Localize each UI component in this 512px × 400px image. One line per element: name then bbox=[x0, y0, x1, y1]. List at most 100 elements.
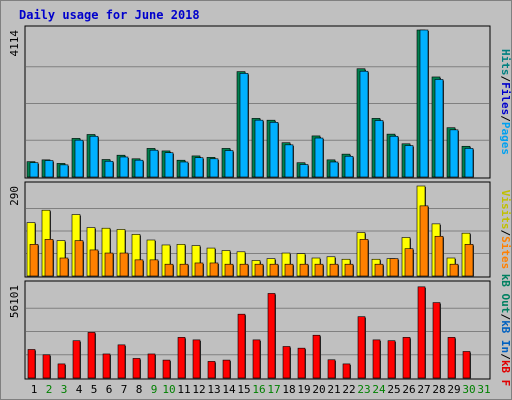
bar-files-19 bbox=[299, 164, 309, 178]
bar-sites-21 bbox=[329, 263, 339, 277]
bar-files-15 bbox=[239, 73, 249, 178]
bar-files-29 bbox=[449, 129, 459, 178]
bar-sites-30 bbox=[464, 244, 474, 277]
bar-sites-24 bbox=[374, 263, 384, 277]
bar-files-2 bbox=[44, 160, 54, 178]
legend-separator: / bbox=[499, 230, 512, 237]
bar-sites-23 bbox=[359, 239, 369, 277]
x-tick-day-29: 29 bbox=[447, 383, 460, 396]
bar-sites-25 bbox=[389, 258, 399, 277]
bar-kb-f-10 bbox=[162, 359, 171, 379]
bar-kb-f-8 bbox=[132, 358, 141, 379]
bar-sites-26 bbox=[404, 248, 414, 277]
bar-files-23 bbox=[359, 70, 369, 178]
bar-sites-18 bbox=[284, 263, 294, 277]
x-tick-day-4: 4 bbox=[76, 383, 83, 396]
bar-kb-f-9 bbox=[147, 353, 156, 379]
bar-kb-f-14 bbox=[222, 359, 231, 379]
x-tick-day-21: 21 bbox=[327, 383, 340, 396]
x-tick-day-22: 22 bbox=[342, 383, 355, 396]
bar-files-4 bbox=[74, 139, 84, 178]
bar-files-9 bbox=[149, 149, 159, 178]
bar-sites-11 bbox=[179, 263, 189, 277]
bar-kb-f-13 bbox=[207, 361, 216, 379]
panel-legend: Hits/Files/Pages bbox=[499, 49, 512, 155]
bar-sites-7 bbox=[119, 252, 129, 277]
x-tick-day-25: 25 bbox=[387, 383, 400, 396]
bar-files-27 bbox=[419, 29, 429, 178]
bar-sites-22 bbox=[344, 263, 354, 277]
legend-hits: Hits bbox=[499, 49, 512, 76]
x-tick-day-9: 9 bbox=[151, 383, 158, 396]
legend-kb-in: kB In bbox=[499, 320, 512, 353]
x-tick-day-19: 19 bbox=[297, 383, 310, 396]
bar-files-28 bbox=[434, 79, 444, 178]
bar-sites-20 bbox=[314, 263, 324, 277]
bar-kb-f-15 bbox=[237, 313, 246, 379]
bar-sites-10 bbox=[164, 263, 174, 277]
bar-files-18 bbox=[284, 144, 294, 178]
bar-files-13 bbox=[209, 158, 219, 178]
bar-files-25 bbox=[389, 135, 399, 178]
legend-separator: / bbox=[499, 353, 512, 360]
bar-files-10 bbox=[164, 152, 174, 178]
x-tick-day-14: 14 bbox=[222, 383, 236, 396]
x-tick-day-7: 7 bbox=[121, 383, 128, 396]
y-max-label: 4114 bbox=[8, 30, 21, 57]
bar-kb-f-28 bbox=[432, 302, 441, 379]
bar-kb-f-24 bbox=[372, 339, 381, 379]
bar-sites-15 bbox=[239, 263, 249, 277]
x-tick-day-12: 12 bbox=[192, 383, 205, 396]
x-tick-day-30: 30 bbox=[462, 383, 475, 396]
legend-separator: / bbox=[499, 76, 512, 83]
bar-files-8 bbox=[134, 159, 144, 178]
bar-sites-17 bbox=[269, 263, 279, 277]
bar-sites-12 bbox=[194, 262, 204, 277]
bar-sites-5 bbox=[89, 249, 99, 277]
x-tick-day-28: 28 bbox=[432, 383, 445, 396]
panel-legend: Visits/Sites bbox=[499, 190, 512, 270]
bar-files-1 bbox=[29, 162, 39, 178]
bar-files-26 bbox=[404, 145, 414, 178]
bar-kb-f-22 bbox=[342, 363, 351, 379]
bar-sites-28 bbox=[434, 235, 444, 277]
x-tick-day-18: 18 bbox=[282, 383, 295, 396]
bar-sites-16 bbox=[254, 263, 264, 277]
legend-files: Files bbox=[499, 82, 512, 115]
bar-sites-6 bbox=[104, 252, 114, 277]
bar-files-21 bbox=[329, 161, 339, 178]
bar-files-11 bbox=[179, 161, 189, 178]
bar-kb-f-11 bbox=[177, 337, 186, 379]
bar-kb-f-16 bbox=[252, 339, 261, 379]
bar-files-24 bbox=[374, 120, 384, 178]
x-tick-day-24: 24 bbox=[372, 383, 386, 396]
bar-files-7 bbox=[119, 156, 129, 178]
x-tick-day-31: 31 bbox=[477, 383, 490, 396]
bar-sites-13 bbox=[209, 262, 219, 277]
bar-sites-2 bbox=[44, 239, 54, 277]
y-max-label: 290 bbox=[8, 186, 21, 206]
legend-kb-f: kB F bbox=[499, 360, 512, 387]
bar-files-16 bbox=[254, 119, 264, 178]
bar-files-14 bbox=[224, 150, 234, 178]
bar-kb-f-27 bbox=[417, 286, 426, 379]
bar-kb-f-12 bbox=[192, 339, 201, 379]
bar-files-12 bbox=[194, 157, 204, 178]
bar-kb-f-1 bbox=[27, 349, 36, 379]
panel-legend: kB Out/kB In/kB F bbox=[499, 274, 512, 387]
x-tick-day-17: 17 bbox=[267, 383, 280, 396]
bar-sites-27 bbox=[419, 205, 429, 277]
legend-pages: Pages bbox=[499, 122, 512, 155]
bar-kb-f-26 bbox=[402, 337, 411, 379]
y-max-label: 56101 bbox=[8, 285, 21, 318]
bar-sites-4 bbox=[74, 240, 84, 277]
x-tick-day-16: 16 bbox=[252, 383, 265, 396]
x-tick-day-1: 1 bbox=[31, 383, 38, 396]
x-tick-day-8: 8 bbox=[136, 383, 143, 396]
legend-sites: Sites bbox=[499, 236, 512, 269]
x-tick-day-6: 6 bbox=[106, 383, 113, 396]
x-tick-day-20: 20 bbox=[312, 383, 325, 396]
